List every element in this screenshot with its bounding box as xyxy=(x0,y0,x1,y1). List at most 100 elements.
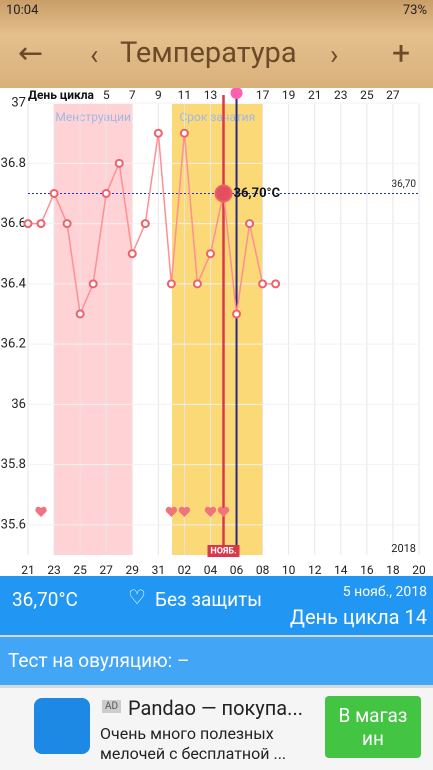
x-tick-label: 31 xyxy=(152,563,166,577)
x-tick-label: 02 xyxy=(178,563,192,577)
x-tick-label: 12 xyxy=(308,563,322,577)
temperature-point xyxy=(205,249,215,259)
heart-icon: ♡ xyxy=(128,585,146,609)
ad-button-line: В магаз xyxy=(338,704,408,727)
cycle-day: День цикла 14 xyxy=(289,605,427,629)
axis-title: День цикла xyxy=(28,88,95,102)
temperature-point xyxy=(23,219,33,229)
cycle-day-label: 9 xyxy=(155,88,162,102)
cycle-day-label: 23 xyxy=(334,88,348,102)
ad-text: Очень много полезных xyxy=(100,724,274,743)
heart-icon xyxy=(217,506,230,517)
x-tick-label: 27 xyxy=(99,563,113,577)
y-tick-label: 36.4 xyxy=(1,276,27,291)
reference-label: 36,70 xyxy=(392,179,417,190)
ovulation-icon xyxy=(230,88,243,99)
chart: Менструации Срок зачатия 21 23 25 27 29 31 02 04 0… xyxy=(0,88,433,578)
protection: Без защиты xyxy=(155,588,262,611)
x-tick-label: 08 xyxy=(256,563,270,577)
temperature-point xyxy=(245,219,255,229)
temperature-point xyxy=(140,219,150,229)
y-tick-label: 35.6 xyxy=(1,517,26,532)
x-tick-label: 23 xyxy=(47,563,61,577)
temperature-point xyxy=(49,188,59,198)
x-tick-label: 29 xyxy=(126,563,140,577)
temperature-point xyxy=(214,184,233,203)
heart-icon xyxy=(35,506,47,517)
ad-button-line: ин xyxy=(362,727,384,750)
temperature-point xyxy=(258,279,268,289)
today-label: НОЯБ. xyxy=(210,546,236,556)
add-button[interactable]: + xyxy=(392,34,411,72)
temperature-point xyxy=(192,279,202,289)
temperature-line xyxy=(28,133,276,317)
date: 5 нояб., 2018 xyxy=(342,584,427,600)
x-tick-label: 10 xyxy=(282,563,296,577)
cycle-day-label: 21 xyxy=(308,88,322,102)
x-tick-label: 21 xyxy=(21,563,35,577)
prev-button[interactable]: ‹ xyxy=(90,38,99,71)
ad-icon xyxy=(34,698,90,754)
next-button[interactable]: › xyxy=(330,38,339,71)
cycle-day-label: 25 xyxy=(360,88,374,102)
y-tick-label: 36.2 xyxy=(1,337,26,352)
x-tick-label: 14 xyxy=(334,563,348,577)
time: 10:04 xyxy=(6,3,39,18)
back-button[interactable]: ← xyxy=(18,36,44,71)
x-tick-label: 18 xyxy=(386,563,400,577)
annotation: 36,70°C xyxy=(234,186,281,201)
ad-text: мелочей с бесплатной ... xyxy=(100,744,287,763)
ad-button[interactable]: В магаз ин xyxy=(325,696,421,758)
heart-icon xyxy=(165,506,178,517)
y-tick-label: 36.6 xyxy=(1,216,26,231)
y-tick-label: 36 xyxy=(11,397,26,412)
summary: 36,70°C ♡ Без защиты 5 нояб., 2018 День … xyxy=(0,576,433,635)
ovulation-bar[interactable]: Тест на овуляцию: – xyxy=(0,637,433,685)
temperature-point xyxy=(101,188,111,198)
temperature-point xyxy=(179,128,189,138)
cycle-day-label: 19 xyxy=(282,88,296,102)
temperature-point xyxy=(271,279,281,289)
ad-title: Pandao — покупа... xyxy=(128,696,303,720)
cycle-day-label: 11 xyxy=(178,88,192,102)
heart-icon xyxy=(204,506,217,517)
axis-title-bg xyxy=(26,88,102,104)
temperature-point xyxy=(62,219,72,229)
battery: 73% xyxy=(402,3,427,18)
x-tick-label: 25 xyxy=(73,563,87,577)
temperature-point xyxy=(75,309,85,319)
band-label: Менструации xyxy=(55,110,131,124)
temperature-point xyxy=(153,128,163,138)
cycle-day-label: 5 xyxy=(103,88,110,102)
year: 2018 xyxy=(391,542,416,555)
x-tick-label: 04 xyxy=(204,563,218,577)
cycle-day-label: 13 xyxy=(204,88,218,102)
ovulation-test: Тест на овуляцию: – xyxy=(8,649,190,672)
heart-icon xyxy=(178,506,191,517)
header: 10:04 73% ← ‹ Температура › + xyxy=(0,0,433,88)
temperature-point xyxy=(36,219,46,229)
band xyxy=(54,104,133,555)
temperature-point xyxy=(114,158,124,168)
temperature-point xyxy=(166,279,176,289)
temperature-point xyxy=(232,309,242,319)
ad-banner[interactable]: AD Pandao — покупа... Очень много полезн… xyxy=(0,688,433,770)
title: Температура xyxy=(120,36,297,70)
band xyxy=(172,104,263,555)
cycle-day-label: 7 xyxy=(129,88,136,102)
band-label: Срок зачатия xyxy=(179,110,255,124)
y-tick-label: 36.8 xyxy=(1,156,26,171)
cycle-day-label: 17 xyxy=(256,88,270,102)
y-tick-label: 35.8 xyxy=(1,457,26,472)
temperature: 36,70°C xyxy=(12,588,78,611)
temperature-point xyxy=(127,249,137,259)
cycle-day-label: 27 xyxy=(386,88,400,102)
temperature-point xyxy=(88,279,98,289)
today-label-bg xyxy=(207,545,240,557)
x-tick-label: 20 xyxy=(412,563,426,577)
x-tick-label: 06 xyxy=(230,563,244,577)
x-tick-label: 16 xyxy=(360,563,374,577)
ad-badge: AD xyxy=(102,700,122,713)
y-tick-label: 37 xyxy=(11,96,26,111)
